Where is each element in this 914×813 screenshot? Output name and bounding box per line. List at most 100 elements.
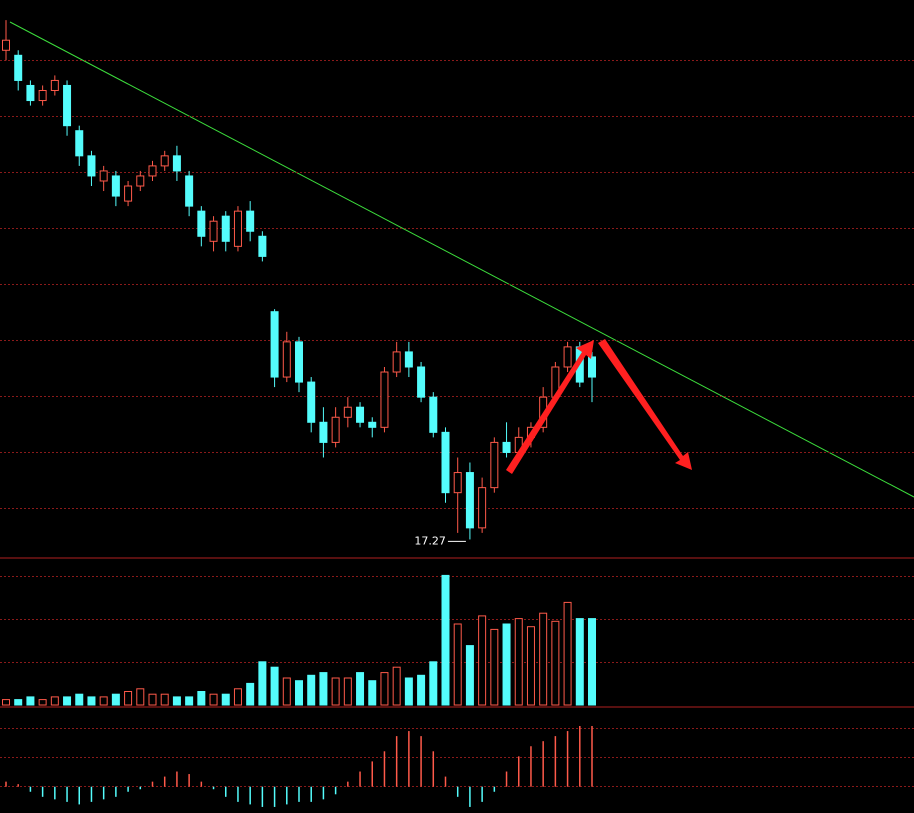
marks: 17.27 [2,20,596,807]
candle-body [246,210,255,232]
candle-body [38,89,47,102]
volume-bar [392,666,401,706]
grid [0,60,914,787]
volume-bar [514,618,523,706]
candle-body [417,366,426,398]
volume-bar [563,601,572,706]
volume-bar [99,696,108,706]
candle-body [295,341,303,383]
candle-body [270,311,279,378]
volume-bar [233,688,242,706]
volume-bar [221,693,230,706]
volume-bar [295,680,303,706]
volume-bar [282,677,291,706]
candle-body [282,341,291,378]
volume-bar [441,574,450,706]
candle-body [331,416,340,443]
volume-bar [148,693,157,706]
candle-body [441,431,450,494]
candle-body [87,155,96,177]
candle-body [185,175,194,207]
candle-body [50,79,59,91]
volume-bar [404,677,413,706]
volume-bar [26,696,35,706]
volume-bar [490,628,499,706]
candle-body [429,396,438,433]
candle-body [26,84,35,102]
candle-body [221,215,230,242]
candle-body [172,155,181,172]
volume-bar [429,661,438,706]
candle-body [124,185,133,202]
volume-bar [258,661,267,706]
volume-bar [14,699,23,706]
candle-body [478,487,487,529]
candle-body [490,441,499,489]
candle-body [563,346,572,368]
volume-bar [185,696,194,706]
volume-bar [502,623,511,706]
candle-body [63,84,72,127]
candle-body [197,210,206,237]
candle-body [343,406,352,418]
volume-bar [270,666,279,706]
candle-body [136,175,145,187]
up-arrow [506,340,594,474]
candle-body [319,421,328,443]
volume-bar [465,645,474,706]
volume-bar [38,699,47,706]
volume-bar [111,693,120,706]
volume-bar [307,674,316,706]
volume-bar [87,696,96,706]
volume-bar [588,618,596,706]
volume-bar [136,688,145,706]
candle-body [356,406,365,423]
volume-bar [478,615,487,706]
candle-body [233,210,242,247]
volume-bar [209,693,218,706]
candle-body [380,371,389,428]
volume-bar [356,672,365,706]
volume-bar [380,672,389,706]
volume-bar [526,626,535,706]
volume-bar [2,699,10,706]
candle-body [209,220,218,242]
volume-bar [197,691,206,706]
volume-bar [124,691,133,706]
candle-body [404,351,413,368]
candle-body [160,155,169,167]
volume-bar [331,677,340,706]
candle-body [307,381,316,423]
volume-bar [551,620,560,706]
candle-body [502,441,511,453]
candle-body [148,165,157,177]
volume-bar [417,674,426,706]
volume-bar [160,693,169,706]
volume-bar [246,682,255,706]
volume-bar [343,677,352,706]
volume-bar [453,623,462,706]
candle-body [368,421,377,428]
volume-bar [539,612,548,706]
volume-bar [575,618,584,706]
volume-bar [368,680,377,706]
volume-bar [172,696,181,706]
volume-bar [63,696,72,706]
volume-bar [50,696,59,706]
candle-body [111,175,120,197]
volume-bar [75,693,84,706]
trend-line [9,21,914,498]
candle-body [465,472,474,529]
candle-body [392,351,401,373]
candle-body [588,356,596,378]
candle-body [2,39,10,51]
volume-bar [319,672,328,706]
down-arrow [598,339,692,470]
candle-body [75,130,84,157]
low-label: 17.27 [414,534,446,547]
candle-body [453,472,462,494]
candle-body [258,235,267,257]
candle-body [14,54,23,81]
candle-body [99,170,108,182]
